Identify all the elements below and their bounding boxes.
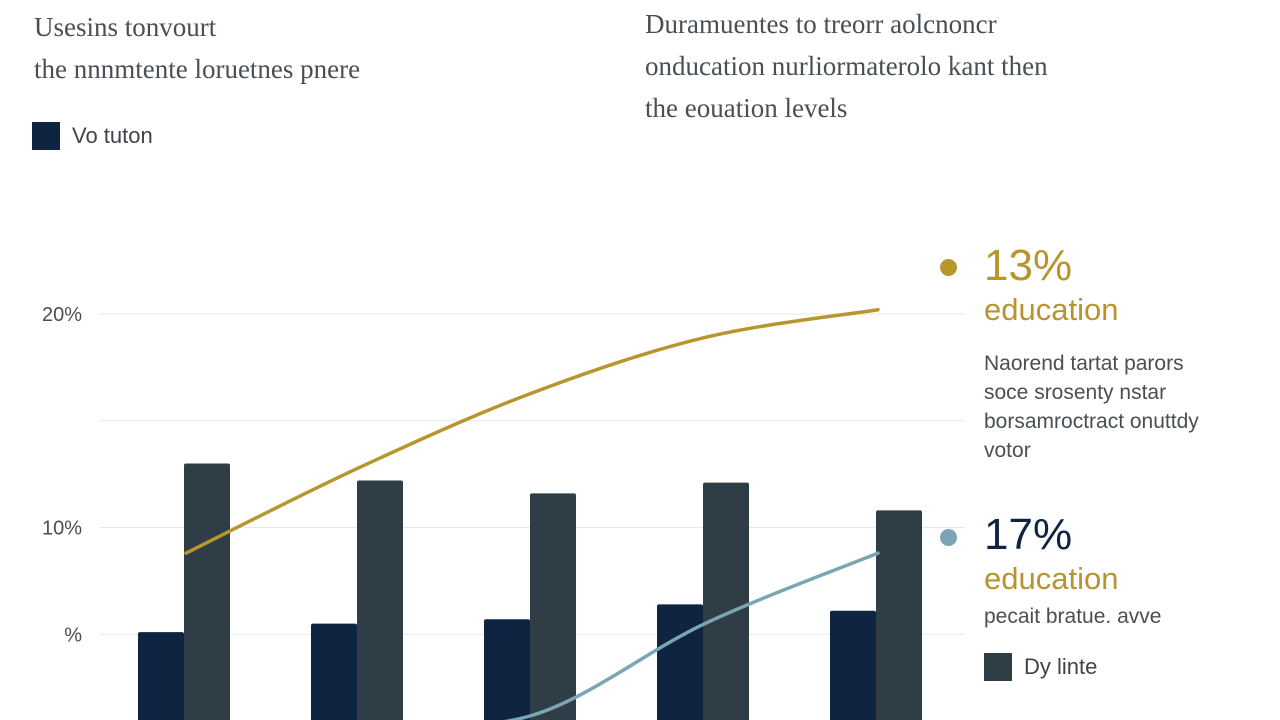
title-right-line2: onducation nurliormaterolo kant then: [645, 51, 1048, 81]
legend-bottom: Dy linte: [984, 653, 1097, 681]
title-right-line1: Duramuentes to treorr aolcnoncr: [645, 9, 997, 39]
bar-slate-1: [184, 463, 230, 720]
bar-dark-1: [138, 632, 184, 720]
legend-label-bottom: Dy linte: [1024, 654, 1098, 679]
chart-title-left: Usesins tonvourt the nnnmtente loruetnes…: [34, 6, 360, 90]
bar-dark-4: [657, 604, 703, 720]
bar-dark-2: [311, 623, 357, 720]
callout-first-note-4: votor: [984, 439, 1031, 462]
callout-first-note-3: borsamroctract onuttdy: [984, 410, 1199, 433]
callout-second-value: 17%: [984, 510, 1073, 559]
legend-swatch-dark: [32, 122, 60, 150]
line-series-blue: [503, 551, 880, 720]
bar-slate-3: [530, 493, 576, 720]
bar-dark-5: [830, 610, 876, 720]
y-tick-label-0: %: [64, 624, 82, 646]
y-tick-label-1: 10%: [42, 518, 82, 540]
bar-slate-4: [703, 482, 749, 720]
callout-first-value: 13%: [984, 241, 1073, 290]
callout-first-dot: [940, 259, 957, 276]
callout-first-note-1: Naorend tartat parors: [984, 352, 1184, 375]
legend-label-top: Vo tuton: [72, 123, 153, 148]
legend-top: Vo tuton: [32, 122, 153, 150]
callout-second: 17% education pecait bratue. avve: [984, 510, 1274, 631]
callout-second-label: education: [984, 561, 1119, 596]
callout-first: 13% education Naorend tartat parors soce…: [984, 241, 1274, 465]
callout-second-dot: [940, 529, 957, 546]
callout-first-label: education: [984, 292, 1119, 327]
bar-dark-3: [484, 619, 530, 720]
bar-slate-2: [357, 480, 403, 720]
chart-title-right: Duramuentes to treorr aolcnoncr onducati…: [645, 3, 1245, 129]
legend-swatch-slate: [984, 653, 1012, 681]
bar-slate-5: [876, 510, 922, 720]
line-series-gold: [184, 307, 880, 555]
title-left-line2: the nnnmtente loruetnes pnere: [34, 54, 361, 84]
callout-second-note: pecait bratue. avve: [984, 605, 1162, 628]
callout-first-note-2: soce srosenty nstar: [984, 381, 1167, 404]
title-left-line1: Usesins tonvourt: [34, 12, 217, 42]
y-tick-label-2: 20%: [42, 304, 82, 326]
title-right-line3: the eouation levels: [645, 93, 848, 123]
